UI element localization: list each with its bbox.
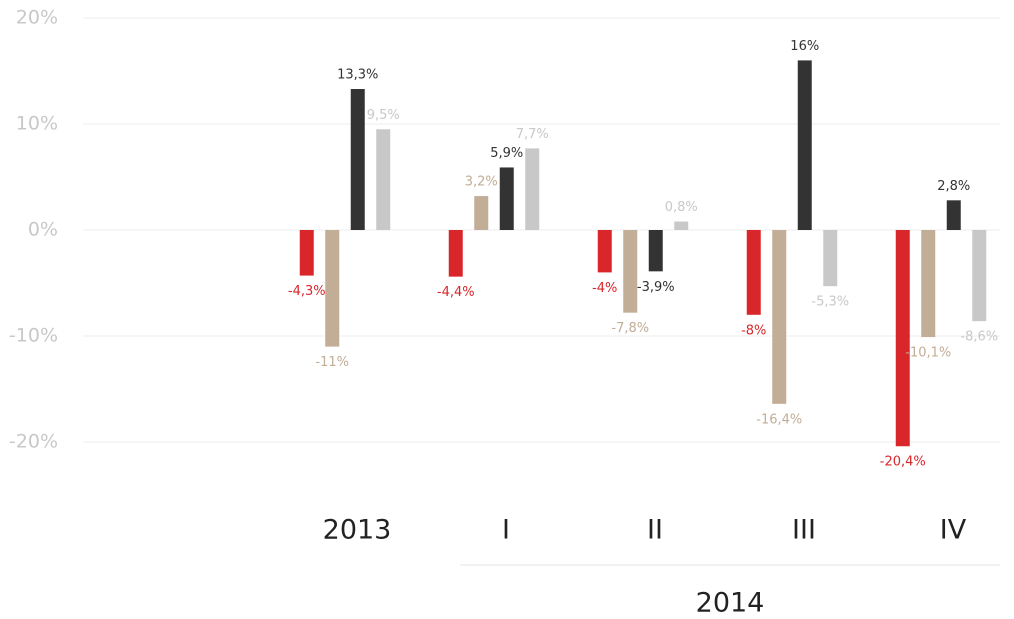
data-label: 7,7% (516, 127, 549, 142)
x-tick-label: IV (940, 515, 967, 546)
bar (474, 196, 489, 230)
y-tick-label: 20% (16, 7, 58, 29)
data-label: 0,8% (665, 200, 698, 215)
data-label: -8,6% (960, 330, 998, 345)
y-tick-label: 0% (28, 219, 58, 241)
group-label: 2014 (696, 588, 765, 619)
bar (746, 230, 761, 315)
bar (325, 230, 340, 347)
data-label: -8% (741, 323, 766, 338)
data-label: 5,9% (490, 146, 523, 161)
x-tick-label: 2013 (323, 515, 392, 546)
bar (823, 230, 838, 287)
data-label: -16,4% (756, 412, 802, 427)
data-label: -20,4% (880, 455, 926, 470)
data-label: -4% (592, 281, 617, 296)
data-label: -11% (315, 355, 349, 370)
data-label: 16% (790, 39, 819, 54)
y-tick-label: -10% (9, 325, 58, 347)
data-label: -10,1% (905, 346, 951, 361)
data-label: -4,4% (437, 285, 475, 300)
bar (376, 129, 391, 230)
bar (350, 89, 365, 231)
bar (525, 148, 540, 230)
data-label: -4,3% (288, 284, 326, 299)
bar (895, 230, 910, 447)
data-label: -5,3% (811, 295, 849, 310)
bar (972, 230, 987, 322)
data-label: 9,5% (367, 108, 400, 123)
bar (448, 230, 463, 277)
bar (674, 221, 689, 230)
data-label: 3,2% (465, 175, 498, 190)
data-label: 13,3% (337, 68, 378, 83)
y-tick-label: -20% (9, 431, 58, 453)
x-tick-label: II (647, 515, 663, 546)
bar (623, 230, 638, 313)
y-tick-label: 10% (16, 113, 58, 135)
data-label: 2,8% (937, 179, 970, 194)
x-tick-label: I (502, 515, 510, 546)
bar (946, 200, 961, 230)
bar (772, 230, 787, 404)
bar (921, 230, 936, 338)
bar (597, 230, 612, 273)
data-label: -3,9% (637, 280, 675, 295)
data-label: -7,8% (611, 321, 649, 336)
x-tick-label: III (792, 515, 816, 546)
bar (299, 230, 314, 276)
bar (648, 230, 663, 272)
bar (797, 60, 812, 231)
bar (499, 167, 514, 230)
